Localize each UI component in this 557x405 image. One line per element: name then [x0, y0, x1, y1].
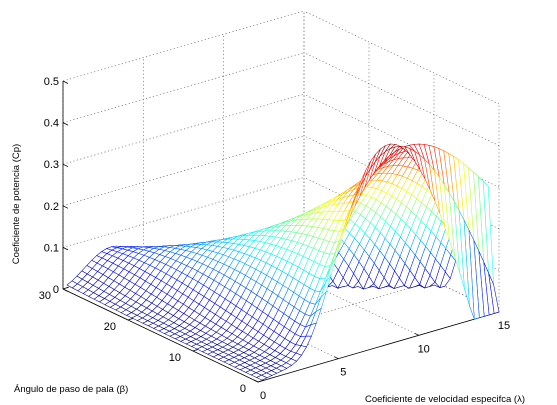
- y-tick-label: 20: [104, 321, 116, 333]
- z-tick-label: 0.3: [44, 159, 59, 171]
- x-axis-label: Coeficiente de velocidad especifca (λ): [365, 394, 525, 405]
- x-tick-label: 10: [418, 343, 430, 355]
- x-axis-line: [257, 311, 500, 383]
- left-wall-gridline: [62, 177, 305, 248]
- z-tick-mark: [62, 247, 69, 251]
- x-tick-mark: [414, 332, 419, 336]
- x-tick-label: 5: [340, 367, 346, 379]
- surface-cell: [255, 374, 268, 381]
- y-tick-mark: [62, 286, 70, 290]
- surface-mesh: [66, 143, 500, 381]
- z-tick-label: 0: [53, 284, 59, 296]
- y-axis-label: Ángulo de paso de pala (β): [14, 384, 128, 395]
- y-tick-label: 30: [39, 290, 51, 302]
- back-wall-gridline: [303, 52, 500, 146]
- z-tick-label: 0.2: [44, 201, 59, 213]
- x-tick-mark: [334, 356, 339, 360]
- left-wall-gridline: [62, 93, 305, 165]
- back-wall-gridline: [303, 10, 500, 105]
- y-axis-line: [62, 288, 259, 383]
- z-tick-mark: [62, 288, 69, 292]
- left-wall-gridline: [62, 10, 305, 82]
- z-tick-label: 0.1: [44, 242, 59, 254]
- x-tick-label: 15: [498, 320, 510, 332]
- left-wall-gridline: [62, 135, 305, 207]
- y-tick-mark: [257, 379, 265, 383]
- y-tick-label: 10: [169, 352, 181, 364]
- y-tick-label: 0: [240, 383, 246, 395]
- z-axis-label: Coeficiente de potencia (Cp): [11, 144, 22, 264]
- x-tick-mark: [253, 379, 259, 383]
- floor-gridline: [192, 280, 435, 352]
- z-tick-mark: [62, 122, 69, 126]
- z-tick-label: 0.5: [44, 76, 59, 88]
- z-tick-mark: [62, 205, 69, 209]
- left-wall-gridline: [62, 52, 305, 123]
- z-tick-mark: [62, 163, 69, 168]
- x-tick-label: 0: [260, 390, 266, 402]
- z-tick-mark: [62, 80, 69, 84]
- z-tick-label: 0.4: [44, 118, 59, 130]
